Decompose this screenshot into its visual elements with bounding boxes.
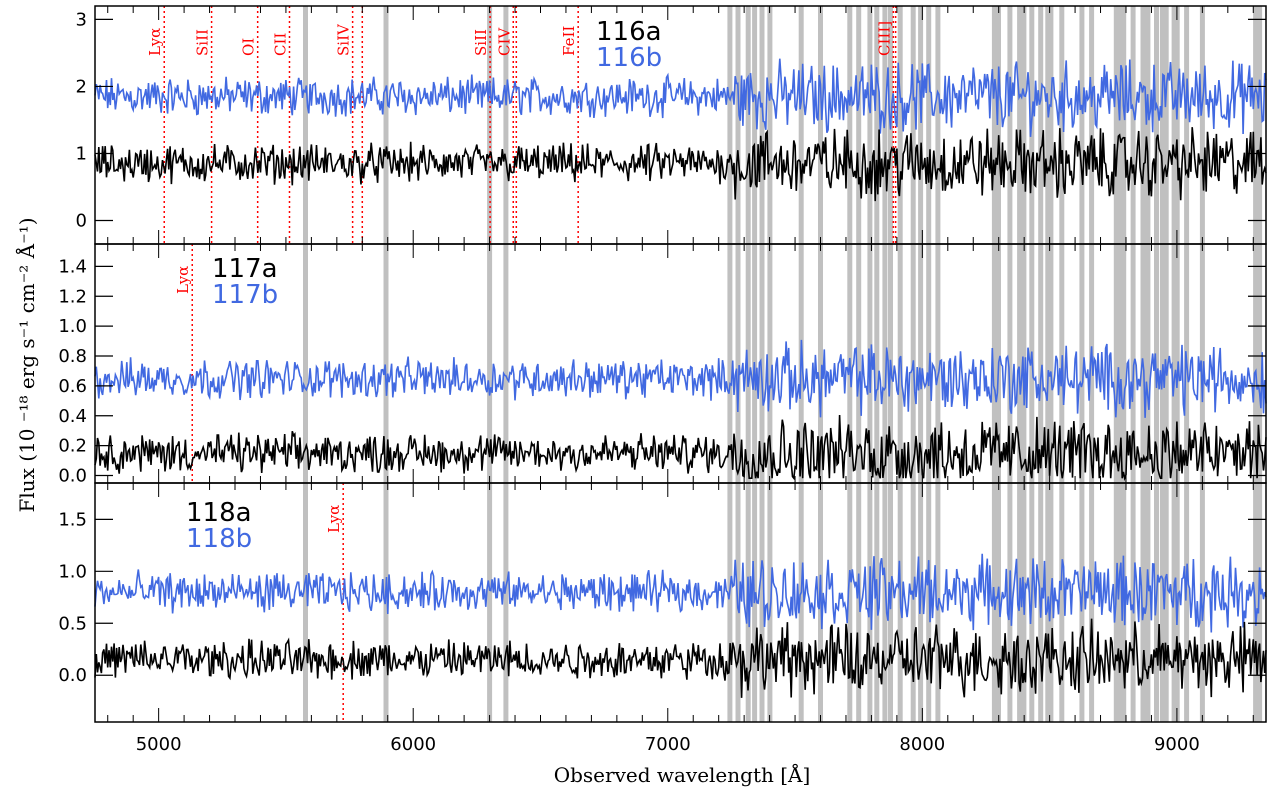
sky-band: [1121, 6, 1127, 722]
y-tick-label: 1.0: [58, 561, 87, 582]
sky-band: [1118, 6, 1124, 722]
sky-band: [727, 6, 733, 722]
y-tick-label: 1: [76, 143, 87, 164]
sky-band: [1007, 6, 1013, 722]
sky-band: [1253, 6, 1259, 722]
line-label: SiIV: [335, 23, 353, 56]
line-label: FeII: [560, 26, 578, 56]
sky-band: [1045, 6, 1051, 722]
line-label: SiII: [194, 29, 212, 56]
y-tick-label: 2: [76, 76, 87, 97]
sky-band: [1038, 6, 1044, 722]
line-label: CIV: [495, 27, 513, 56]
sky-band: [882, 6, 888, 722]
sky-band: [1048, 6, 1054, 722]
y-tick-label: 0.0: [58, 466, 87, 487]
sky-band: [1171, 6, 1177, 722]
x-tick-label: 8000: [899, 734, 945, 755]
line-label: Lyα: [325, 505, 343, 533]
x-tick-label: 7000: [645, 734, 691, 755]
y-tick-label: 1.2: [58, 286, 87, 307]
line-label: CIII]: [875, 21, 893, 56]
axes-frame-layer: [94, 5, 1267, 723]
sky-band: [1199, 6, 1205, 722]
series-a-label: 116a: [596, 17, 662, 47]
series-b-label: 118b: [186, 524, 252, 554]
y-axis-title: Flux (10 ⁻¹⁸ erg s⁻¹ cm⁻² Å⁻¹): [14, 217, 39, 512]
sky-band: [1257, 6, 1263, 722]
spectrum-a-line: [94, 414, 1267, 482]
y-tick-label: 0.4: [58, 406, 87, 427]
sky-band: [874, 6, 880, 722]
spectra-layer: [94, 58, 1267, 698]
spectrum-a-line: [94, 127, 1267, 202]
sky-band: [1079, 6, 1085, 722]
series-a-label: 118a: [186, 498, 252, 528]
spectrum-a-line: [94, 618, 1267, 698]
sky-band: [487, 6, 493, 722]
spectrum-b-line: [94, 553, 1267, 633]
spectrum-b-line: [94, 58, 1267, 137]
y-tick-label: 1.5: [58, 509, 87, 530]
x-tick-label: 5000: [136, 734, 182, 755]
series-a-label: 117a: [212, 254, 278, 284]
y-tick-label: 0.8: [58, 346, 87, 367]
sky-band: [918, 6, 924, 722]
sky-band: [818, 6, 823, 722]
series-b-label: 117b: [212, 280, 278, 310]
sky-band: [935, 6, 941, 722]
sky-band: [856, 6, 862, 722]
line-label: SiII: [472, 29, 490, 56]
sky-band: [1017, 6, 1023, 722]
line-label: CII: [271, 33, 289, 56]
x-axis-title: Observed wavelength [Å]: [554, 762, 811, 787]
x-tick-label: 9000: [1154, 734, 1200, 755]
sky-band: [503, 6, 509, 722]
y-tick-label: 0.2: [58, 436, 87, 457]
panel-frame: [94, 482, 1267, 723]
labels-layer: Lyα SiII OI CII SiIV SiII CIV FeII CIII] 0 1 2 3 116a…: [58, 9, 1199, 755]
sky-band: [735, 6, 741, 722]
y-tick-label: 1.4: [58, 256, 87, 277]
sky-band: [1159, 6, 1165, 722]
sky-band: [1154, 6, 1159, 722]
sky-band: [745, 6, 751, 722]
y-tick-label: 0.0: [58, 665, 87, 686]
spectrum-b-line: [94, 339, 1267, 418]
line-label: OI: [240, 38, 258, 56]
series-b-label: 116b: [596, 43, 662, 73]
line-label: Lyα: [174, 266, 192, 294]
sky-band: [767, 6, 773, 722]
sky-band: [759, 6, 765, 722]
x-tick-label: 6000: [390, 734, 436, 755]
sky-band: [383, 6, 389, 722]
y-tick-label: 0: [76, 211, 87, 232]
sky-band: [991, 6, 997, 722]
line-label: Lyα: [146, 28, 164, 56]
sky-band: [926, 6, 932, 722]
y-tick-label: 1.0: [58, 316, 87, 337]
sky-band: [1174, 6, 1180, 722]
sky-band: [1113, 6, 1119, 722]
sky-band: [303, 6, 308, 722]
y-tick-label: 0.5: [58, 613, 87, 634]
sky-band: [897, 6, 903, 722]
y-tick-label: 3: [76, 9, 87, 30]
y-tick-label: 0.6: [58, 376, 87, 397]
sky-band: [1145, 6, 1151, 722]
